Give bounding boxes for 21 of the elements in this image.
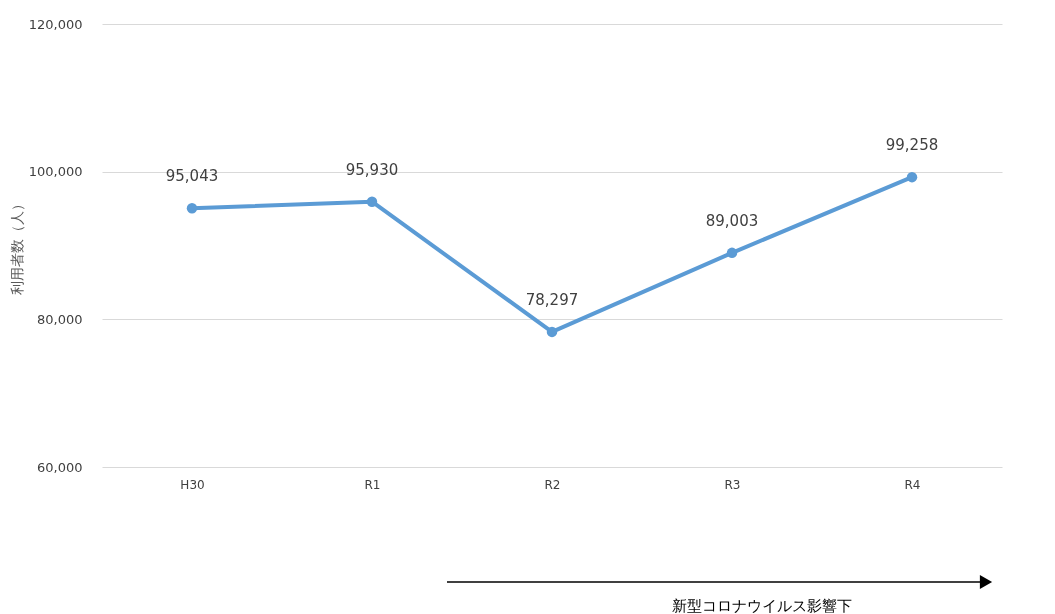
data-label: 78,297 (525, 290, 579, 309)
point (186, 203, 198, 214)
y-axis-title: 利用者数（人） (8, 197, 25, 295)
x-tick-label: R3 (724, 477, 741, 492)
point (726, 247, 738, 259)
y-tick-label: 100,000 (28, 164, 83, 180)
data-label: 89,003 (705, 211, 759, 230)
data-label: 95,043 (165, 167, 219, 186)
y-tick-label: 80,000 (37, 311, 83, 327)
y-tick-label: 120,000 (28, 16, 83, 32)
data-label: 99,258 (885, 136, 939, 155)
text: 新型コロナウイルス影響下 (672, 597, 852, 614)
x-tick-label: R1 (364, 477, 381, 492)
x-tick-label: H30 (180, 477, 205, 492)
x-tick-label: R4 (904, 477, 921, 492)
point (906, 171, 918, 183)
point (366, 196, 378, 207)
point (546, 326, 558, 338)
y-tick-label: 60,000 (37, 459, 83, 475)
x-tick-label: R2 (544, 477, 561, 492)
data-label: 95,930 (345, 160, 399, 179)
